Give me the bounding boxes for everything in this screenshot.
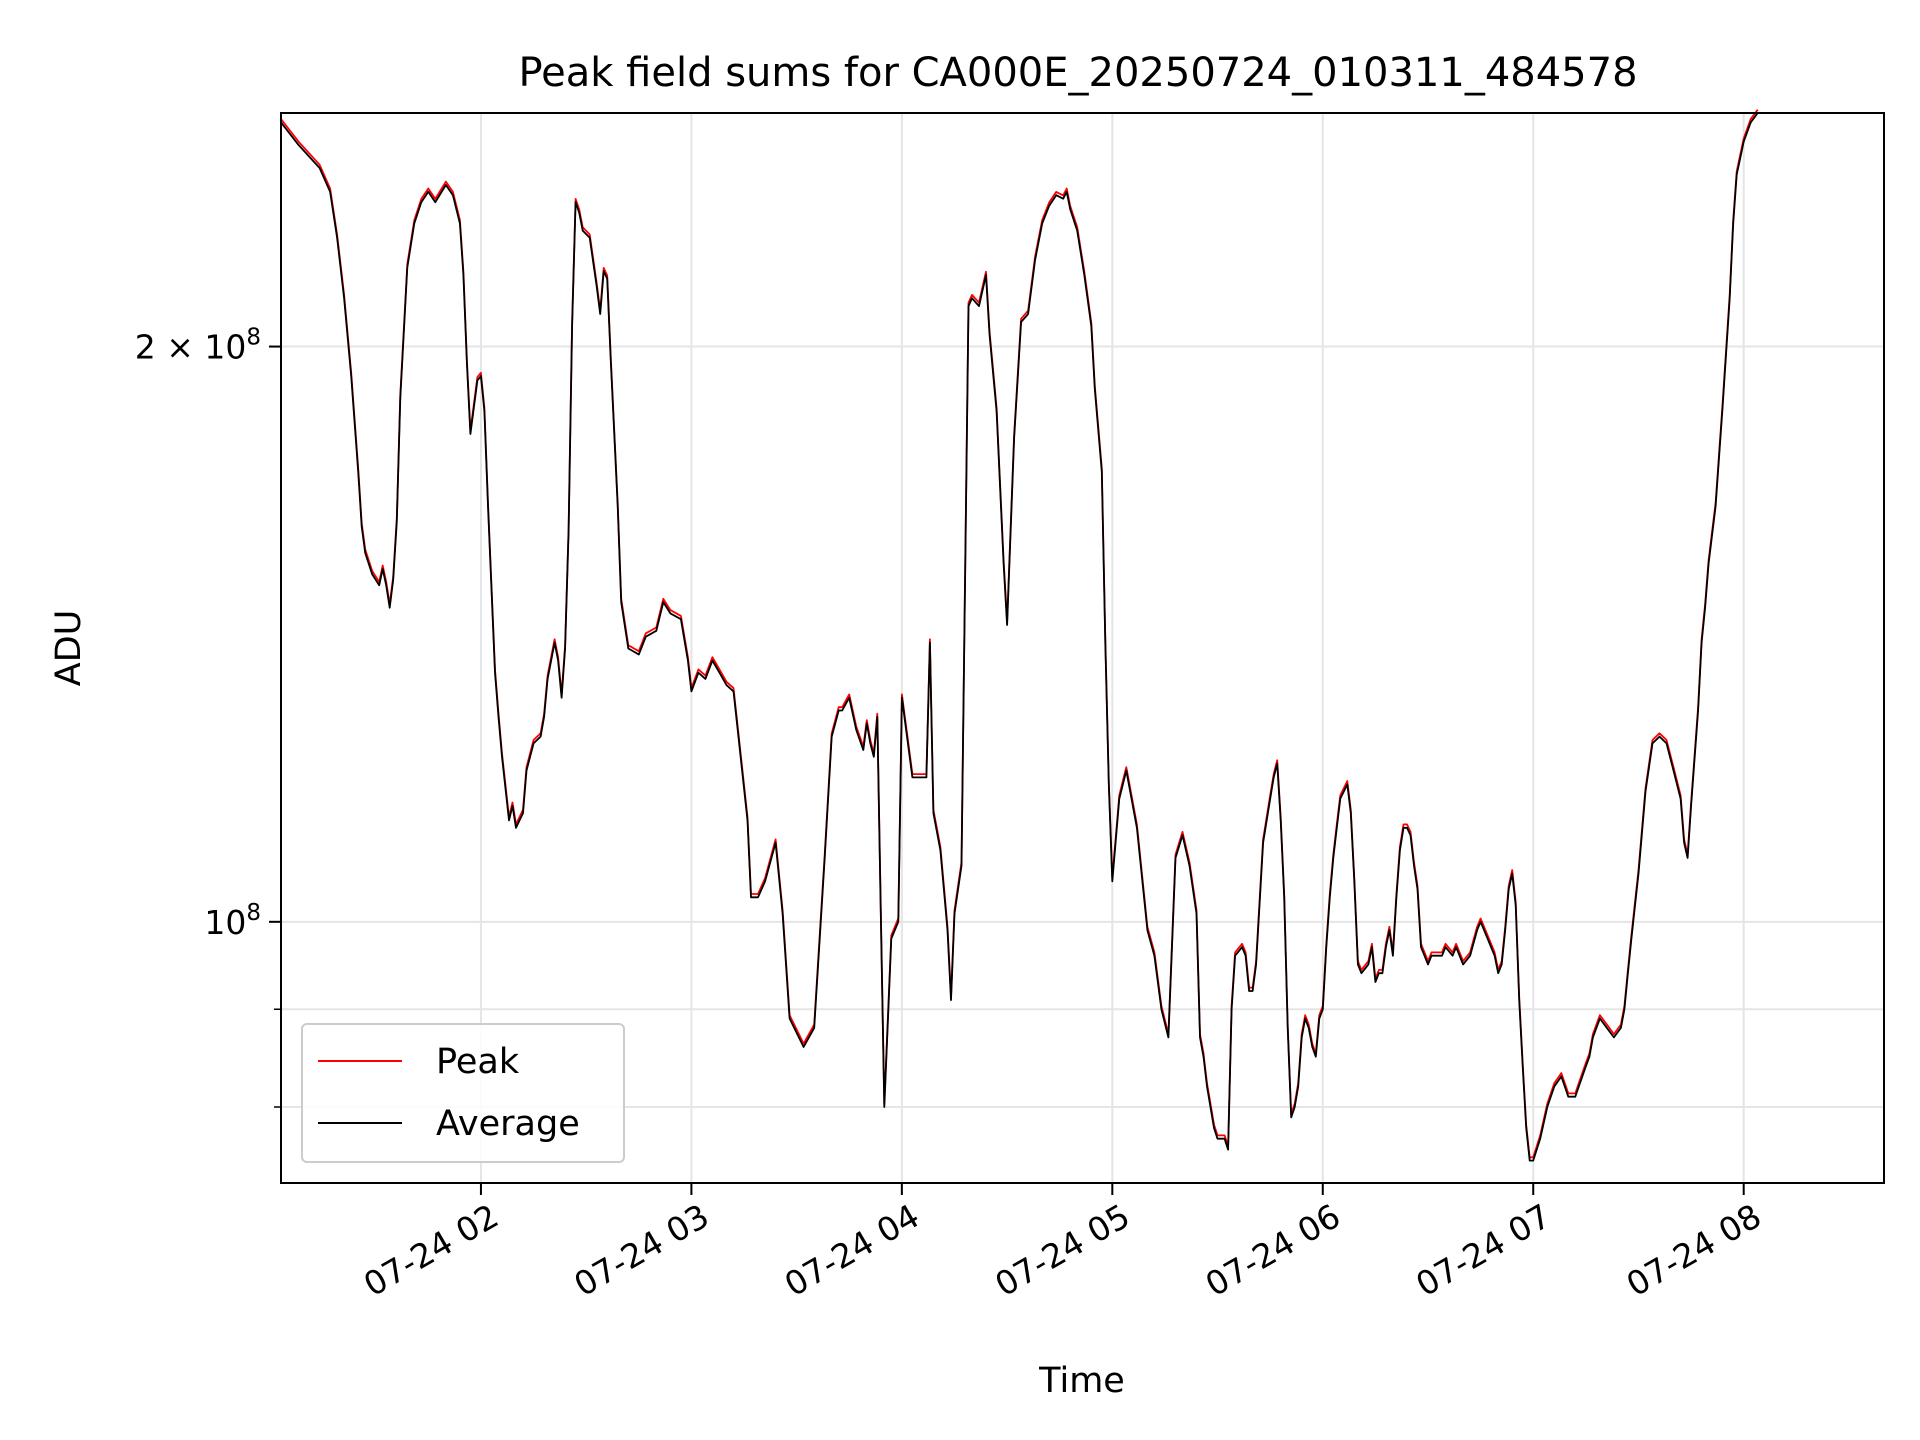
y-tick-exponent: 8: [246, 325, 261, 351]
x-tick-label: 07-24 05: [988, 1196, 1136, 1304]
plot-frame: [280, 112, 1885, 1184]
y-tick-base: 10: [204, 328, 246, 367]
x-tick-label: 07-24 03: [567, 1196, 715, 1304]
plot-area: [280, 109, 1759, 1162]
x-axis-label: Time: [1038, 1361, 1125, 1401]
y-tick-label: 2 × 108: [135, 325, 261, 367]
series-line-peak: [280, 109, 1759, 1159]
y-tick-base: 10: [204, 903, 246, 942]
x-tick-label: 07-24 06: [1199, 1196, 1347, 1304]
y-tick-exponent: 8: [246, 900, 261, 926]
legend: Peak Average: [301, 1023, 625, 1163]
grid: [281, 113, 1884, 1183]
y-axis-label: ADU: [49, 610, 89, 687]
legend-label: Peak: [436, 1042, 520, 1082]
x-tick-label: 07-24 07: [1409, 1196, 1557, 1304]
legend-label: Average: [436, 1104, 580, 1144]
x-tick-label: 07-24 02: [357, 1196, 505, 1304]
series-line-average: [280, 112, 1759, 1162]
x-axis: 07-24 02 07-24 03 07-24 04 07-24 05 07-24 06…: [357, 1183, 1768, 1304]
chart-title: Peak field sums for CA000E_20250724_0103…: [518, 50, 1637, 96]
y-tick-label: 108: [204, 900, 261, 942]
y-tick-mantissa: 2 ×: [135, 328, 205, 367]
x-tick-label: 07-24 04: [778, 1196, 926, 1304]
legend-box: [301, 1023, 625, 1163]
x-tick-label: 07-24 08: [1620, 1196, 1768, 1304]
